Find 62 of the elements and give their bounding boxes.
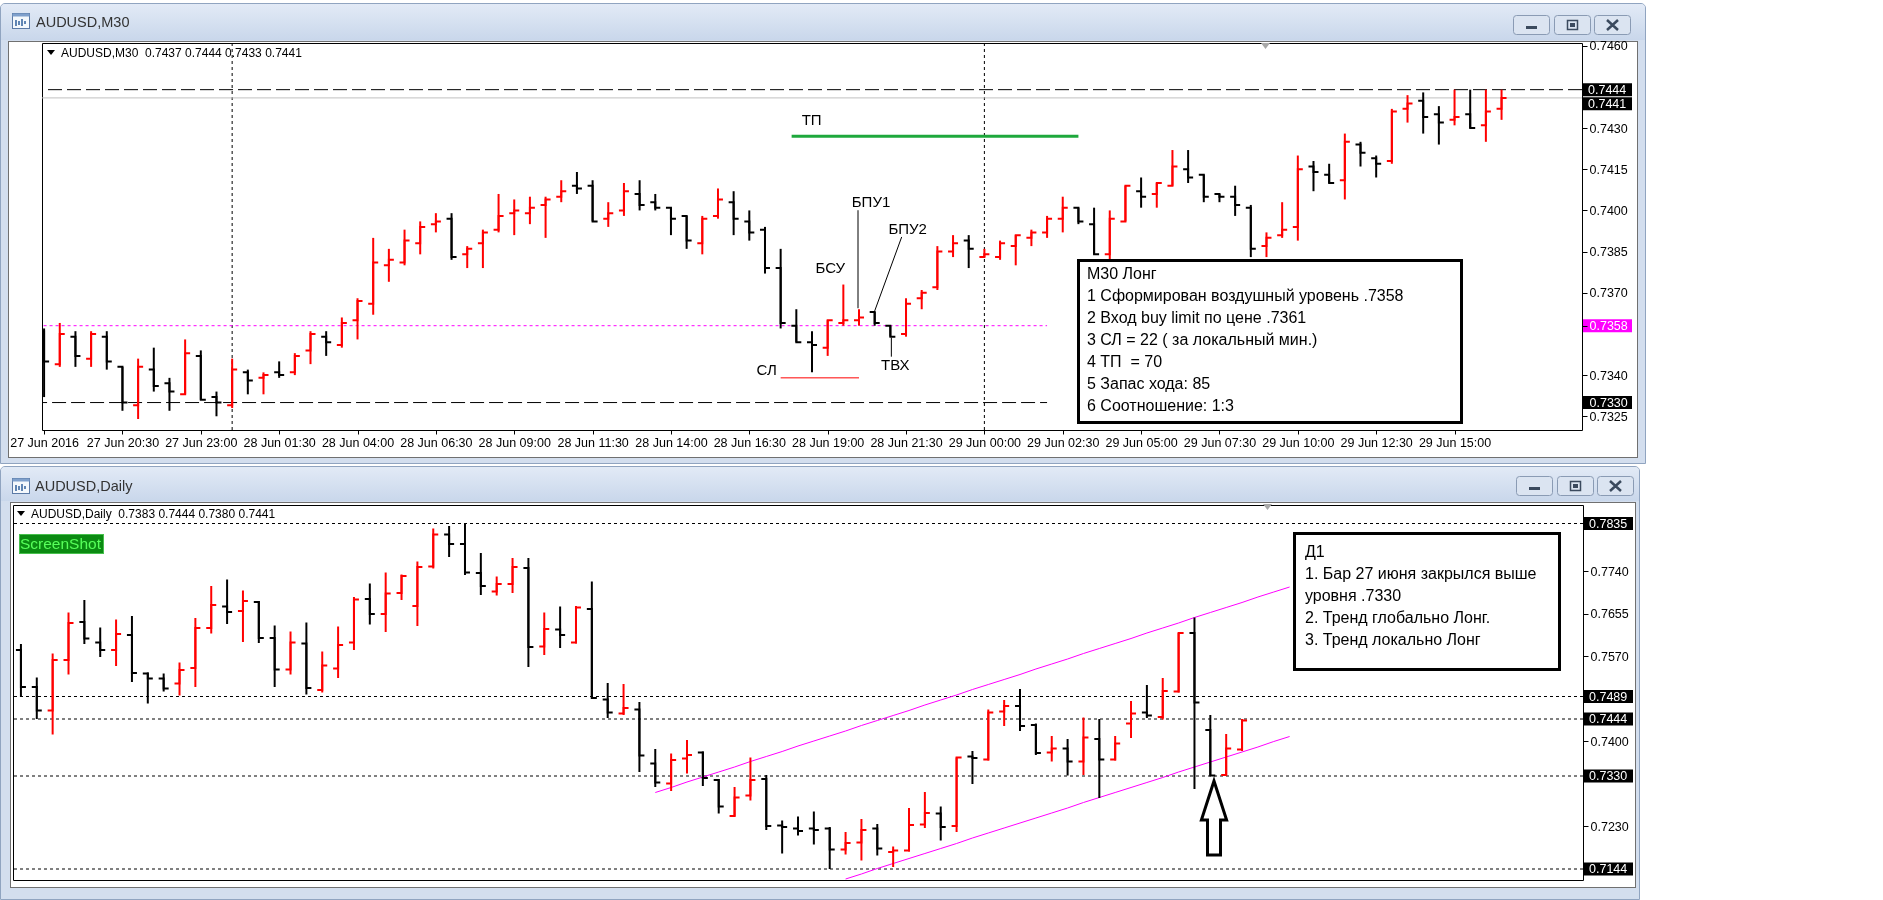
series-label: ТП — [801, 111, 822, 129]
x-tick-label: 29 Jun 12:30 — [1340, 435, 1413, 450]
annotation: 3. Тренд локально Лонг — [1305, 630, 1482, 650]
y-tick-label: 0.7460 — [1589, 39, 1628, 54]
x-tick-label: 28 Jun 04:00 — [321, 435, 395, 450]
x-tick-label: 27 Jun 23:00 — [165, 435, 238, 450]
ref-line-label: 0.7835 — [1589, 516, 1628, 531]
y-tick-label: 0.7340 — [1589, 368, 1628, 383]
chart-title: AUDUSD,Daily — [35, 477, 133, 495]
x-tick-label: 28 Jun 16:30 — [713, 435, 786, 450]
annotation: 4 ТП = 70 — [1087, 352, 1164, 372]
ref-line-label: 0.7444 — [1588, 82, 1627, 97]
annotation: 1 Сформирован воздушный уровень .7358 — [1087, 286, 1405, 306]
y-tick-label: 0.7655 — [1590, 607, 1629, 621]
annotation: 3 СЛ = 22 ( за локальный мин.) — [1087, 330, 1319, 350]
x-tick-label: 28 Jun 06:30 — [400, 435, 473, 450]
ref-line-label: 0.7441 — [1588, 96, 1627, 111]
chart-subtitle: AUDUSD,Daily 0.7383 0.7444 0.7380 0.7441 — [31, 506, 276, 522]
annotation: ТВХ — [881, 355, 910, 373]
y-tick-label: 0.7415 — [1589, 162, 1628, 177]
x-tick-label: 28 Jun 14:00 — [635, 435, 708, 450]
y-tick-label: 0.7330 — [1589, 396, 1628, 411]
annotation: 2 Вход buy limit по цене .7361 — [1087, 308, 1308, 328]
y-tick-label: 0.7400 — [1589, 203, 1628, 218]
ref-line-label: 0.7444 — [1589, 712, 1628, 726]
y-tick-label: 0.7325 — [1589, 409, 1628, 424]
x-tick-label: 27 Jun 20:30 — [86, 435, 160, 450]
x-tick-label: 28 Jun 11:30 — [557, 435, 629, 450]
chart-title: AUDUSD,M30 — [36, 13, 130, 31]
y-tick-label: 0.7385 — [1589, 245, 1628, 260]
x-tick-label: 28 Jun 21:30 — [870, 435, 943, 450]
x-tick-label: 29 Jun 02:30 — [1027, 435, 1100, 450]
y-tick-label: 0.7430 — [1589, 121, 1628, 136]
series-label: СЛ — [756, 360, 777, 378]
annotation: БПУ1 — [851, 193, 891, 211]
x-tick-label: 27 Jun 2016 — [10, 435, 80, 450]
annotation: 2. Тренд глобально Лонг. — [1305, 608, 1492, 628]
ref-line-label: 0.7489 — [1589, 689, 1628, 704]
x-tick-label: 28 Jun 01:30 — [243, 435, 316, 450]
annotation: 5 Запас хода: 85 — [1087, 374, 1212, 394]
annotation: БСУ — [815, 258, 846, 276]
x-tick-label: 29 Jun 07:30 — [1183, 435, 1257, 450]
annotation: M30 Лонг — [1087, 264, 1158, 284]
y-tick-label: 0.7400 — [1590, 734, 1629, 749]
annotation: БПУ2 — [888, 219, 927, 237]
chart-subtitle: AUDUSD,M30 0.7437 0.7444 0.7433 0.7441 — [61, 45, 302, 61]
badge: ScreenShot — [19, 534, 104, 554]
x-tick-label: 29 Jun 10:00 — [1262, 435, 1335, 450]
y-tick-label: 0.7370 — [1589, 286, 1628, 301]
y-tick-label: 0.7570 — [1590, 649, 1629, 664]
x-tick-label: 29 Jun 15:00 — [1418, 435, 1492, 450]
y-tick-label: 0.7740 — [1590, 564, 1629, 579]
y-tick-label: 0.7230 — [1590, 819, 1629, 834]
annotation: Д1 — [1305, 542, 1326, 562]
ref-line-label: 0.7144 — [1589, 862, 1628, 876]
x-tick-label: 28 Jun 19:00 — [792, 435, 865, 450]
annotation: 1. Бар 27 июня закрылся выше уровня .7330 — [1305, 564, 1538, 606]
annotation: 6 Соотношение: 1:3 — [1087, 396, 1235, 416]
x-tick-label: 29 Jun 00:00 — [948, 435, 1022, 450]
x-tick-label: 29 Jun 05:00 — [1105, 435, 1178, 450]
x-tick-label: 28 Jun 09:00 — [478, 435, 551, 450]
y-tick-label: 0.7358 — [1589, 319, 1628, 334]
